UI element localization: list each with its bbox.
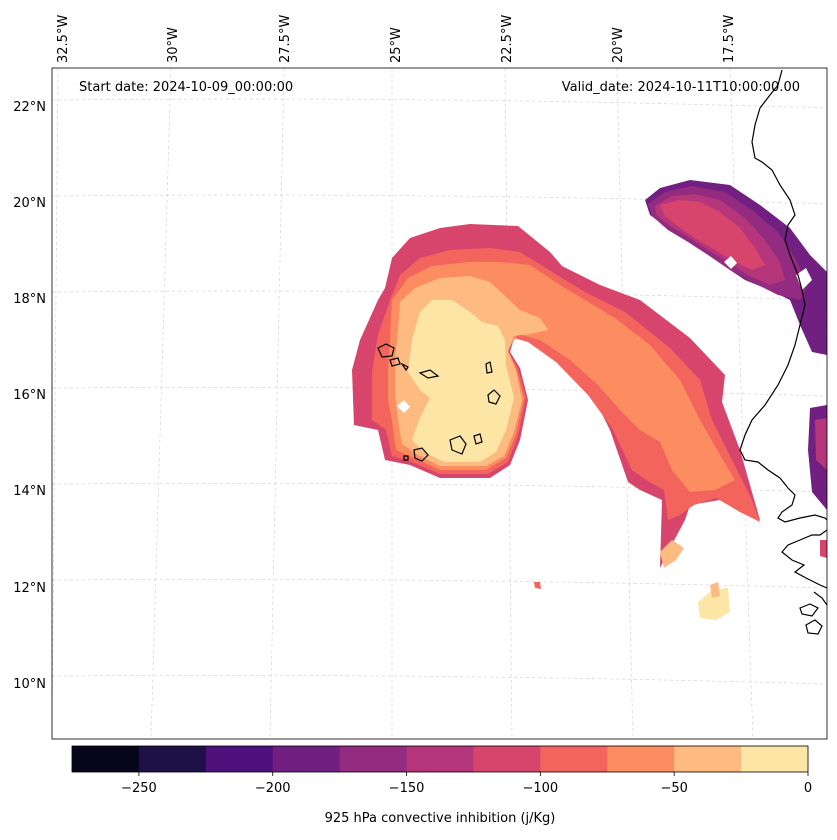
contour-band--125-to--100 [820,540,827,558]
colorbar-swatch [674,746,742,772]
colorbar-swatch [473,746,541,772]
contour-band--100-to--75 [534,582,541,589]
colorbar-swatch [607,746,675,772]
meridian-line [504,68,513,739]
parallel-line [52,675,827,685]
meridian-line [616,68,634,739]
lon-label: 20°W [611,27,626,63]
colorbar-swatch [406,746,474,772]
lon-label: 22.5°W [500,15,515,63]
lat-label: 10°N [13,677,46,692]
map-frame [51,67,828,740]
island-outline [485,361,493,374]
colorbar-label: 925 hPa convective inhibition (j/Kg) [325,811,556,826]
island-outline [799,603,819,617]
lat-label: 16°N [13,388,46,403]
contour-hole [724,256,737,269]
contour-hole [397,400,410,413]
island-outline [805,619,823,635]
lat-label: 18°N [13,292,46,307]
colorbar-swatch [339,746,408,772]
parallel-line [52,483,827,493]
colorbar-swatches [72,746,809,772]
cin-contour-fields [352,180,827,620]
contour-band--25-to-0 [698,588,730,620]
longitude-labels: 32.5°W 30°W 27.5°W 25°W 22.5°W 20°W 17.5… [56,15,737,63]
parallel-line [52,194,827,205]
africa-coastline [739,69,827,523]
contour-band--125-to--100 [660,200,765,270]
parallel-line [52,290,827,301]
island-outline [400,362,409,372]
meridian-line [269,68,285,739]
colorbar-tick-label: −150 [389,781,425,796]
colorbar-swatch [272,746,341,772]
start-date-text: Start date: 2024-10-09_00:00:00 [79,80,293,95]
valid-date-text: Valid_date: 2024-10-11T10:00:00.00 [562,80,800,95]
colorbar: −250 −200 −150 −100 −50 0 925 hPa convective … [71,745,812,826]
latitude-labels: 22°N 20°N 18°N 16°N 14°N 12°N 10°N [13,100,46,692]
lon-label: 25°W [389,27,404,63]
island-outline [389,357,401,367]
colorbar-tick-label: −200 [255,781,291,796]
colorbar-ticks: −250 −200 −150 −100 −50 0 [121,772,812,796]
island-outline [377,343,395,358]
meridian-line [150,68,172,739]
island-outline [487,389,501,405]
contour-band--50-to--25 [660,540,684,568]
lon-label: 30°W [166,27,181,63]
lon-label: 17.5°W [722,15,737,63]
colorbar-swatch [138,746,207,772]
map-panel: Start date: 2024-10-09_00:00:00 Valid_da… [13,15,828,740]
island-outline [449,435,467,455]
colorbar-tick-label: −50 [660,781,687,796]
parallel-line [52,98,827,109]
island-outline [418,369,440,379]
africa-coastline [813,591,827,606]
contour-band--25-to-0 [408,300,514,462]
parallel-line [52,579,827,589]
lat-label: 22°N [13,100,46,115]
lat-label: 14°N [13,484,46,499]
island-outline [473,433,483,445]
colorbar-swatch [205,746,274,772]
lon-label: 27.5°W [278,15,293,63]
island-outline [413,447,429,462]
meridian-line [729,68,754,739]
lat-label: 12°N [13,581,46,596]
colorbar-frame [71,745,809,773]
parallel-line [52,387,827,397]
colorbar-tick-label: −250 [121,781,157,796]
coastlines [377,69,827,635]
meridian-line [52,68,59,739]
colorbar-swatch [741,746,809,772]
colorbar-tick-label: −100 [523,781,559,796]
lon-label: 32.5°W [56,15,71,63]
colorbar-swatch [540,746,608,772]
colorbar-swatch [72,746,140,772]
contour-band--150-to--125 [815,418,827,470]
africa-coastline [781,529,827,589]
contour-band--50-to--25 [710,582,720,598]
colorbar-tick-label: 0 [804,781,812,796]
island-outline [403,455,409,461]
lat-label: 20°N [13,196,46,211]
graticule [52,68,827,739]
